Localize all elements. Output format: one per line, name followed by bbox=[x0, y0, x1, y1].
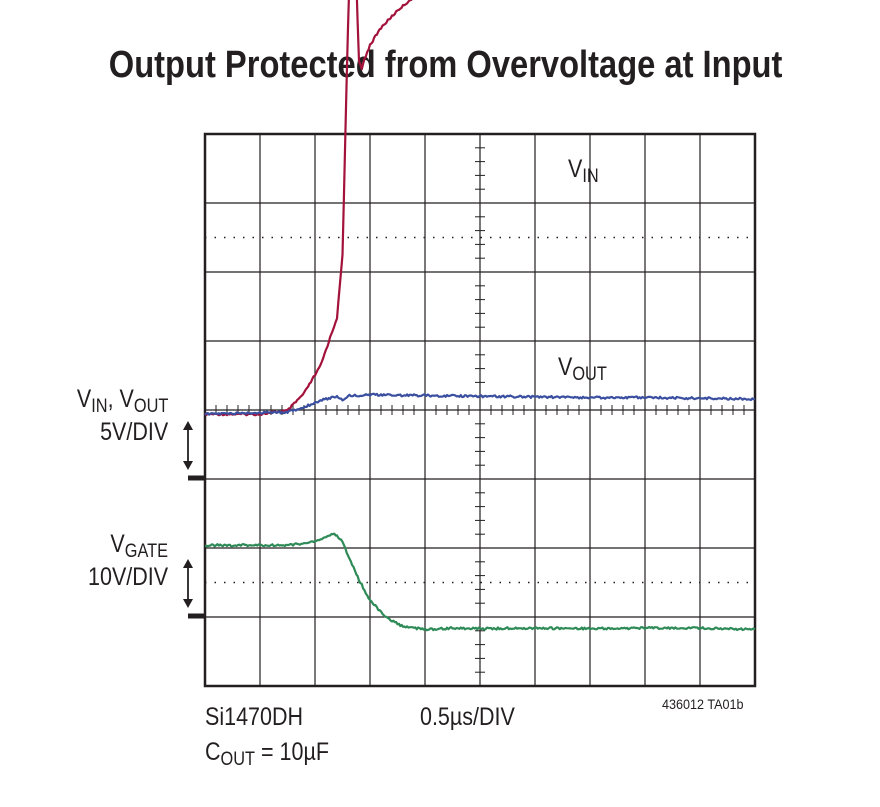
vout-trace-label: VOUT bbox=[558, 353, 607, 385]
cout-label: COUT = 10µF bbox=[205, 738, 329, 770]
timebase-label: 0.5µs/DIV bbox=[420, 703, 515, 731]
ground-level-marker bbox=[188, 475, 205, 481]
trace-vin bbox=[204, 0, 413, 417]
scale-arrow-down bbox=[183, 461, 193, 470]
scale-arrow-down bbox=[183, 599, 193, 608]
level-markers bbox=[183, 421, 205, 619]
ground-level-marker bbox=[188, 613, 205, 619]
trace-vout bbox=[204, 392, 756, 416]
scope-traces bbox=[204, 0, 756, 632]
scale-arrow-up bbox=[183, 559, 193, 568]
part-number: Si1470DH bbox=[205, 703, 303, 731]
chart-title: Output Protected from Overvoltage at Inp… bbox=[108, 44, 783, 86]
vin-vout-scale-title: VIN, VOUT bbox=[76, 385, 168, 417]
vin-trace-label: VIN bbox=[568, 155, 599, 187]
vgate-scale-value: 10V/DIV bbox=[87, 563, 168, 591]
figure-id: 436012 TA01b bbox=[662, 696, 744, 712]
trace-vgate bbox=[205, 532, 756, 632]
scale-arrow-up bbox=[183, 421, 193, 430]
vin-vout-scale-value: 5V/DIV bbox=[99, 418, 168, 446]
vgate-scale-title: VGATE bbox=[110, 530, 168, 562]
